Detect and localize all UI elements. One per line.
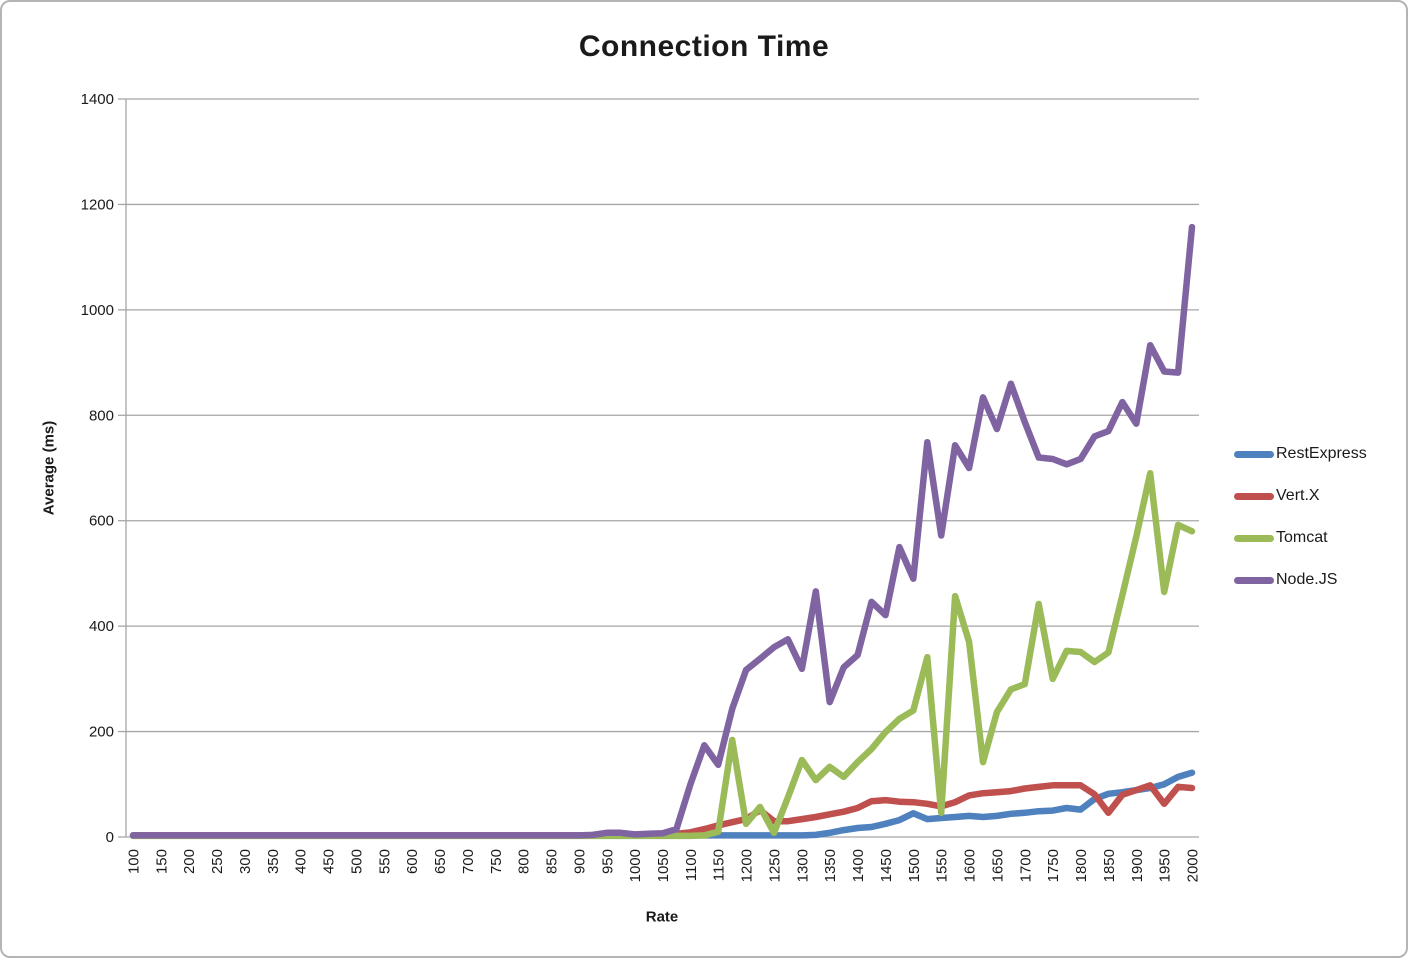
x-tick-label: 100 (125, 849, 142, 874)
y-tick-label: 800 (89, 407, 114, 424)
x-tick-label: 1950 (1157, 849, 1174, 882)
legend-swatch-Node.JS (1234, 576, 1274, 584)
x-tick-label: 1450 (878, 849, 895, 882)
x-tick-label: 250 (209, 849, 226, 874)
y-tick-label: 600 (89, 513, 114, 530)
legend-label: Vert.X (1276, 487, 1320, 504)
x-tick-label: 1750 (1045, 849, 1062, 882)
x-tick-label: 950 (599, 849, 616, 874)
x-tick-label: 1900 (1129, 849, 1146, 882)
x-tick-label: 1850 (1101, 849, 1118, 882)
series-line-Node.JS (129, 223, 1196, 839)
x-tick-label: 1250 (766, 849, 783, 882)
legend-swatch-Tomcat (1234, 534, 1274, 542)
x-tick-label: 650 (432, 849, 449, 874)
legend-label: RestExpress (1276, 445, 1367, 462)
x-tick-label: 1100 (683, 849, 700, 881)
x-tick-label: 1400 (850, 849, 867, 882)
legend-swatch-Vert.X (1234, 492, 1274, 500)
legend-item-Vert.X: Vert.X (1234, 484, 1367, 508)
legend-item-RestExpress: RestExpress (1234, 442, 1367, 466)
legend-label: Node.JS (1276, 571, 1338, 588)
y-tick-label: 200 (89, 724, 114, 741)
x-tick-label: 1050 (655, 849, 672, 882)
legend: RestExpress Vert.X Tomcat Node.JS (1234, 442, 1367, 610)
x-tick-label: 1150 (711, 849, 728, 881)
x-tick-label: 1200 (739, 849, 756, 882)
y-tick-label: 0 (106, 829, 114, 846)
x-tick-label: 150 (153, 849, 170, 874)
x-tick-label: 600 (404, 849, 421, 874)
x-tick-label: 1700 (1017, 849, 1034, 882)
legend-swatch-RestExpress (1234, 450, 1274, 458)
x-tick-label: 1600 (962, 849, 979, 882)
y-tick-label: 1400 (81, 91, 114, 108)
x-tick-label: 750 (488, 849, 505, 874)
x-tick-label: 800 (516, 849, 533, 874)
x-tick-label: 400 (293, 849, 310, 874)
x-tick-label: 1800 (1073, 849, 1090, 882)
legend-label: Tomcat (1276, 529, 1328, 546)
y-tick-label: 1200 (81, 196, 114, 213)
chart-title: Connection Time (578, 30, 830, 63)
x-tick-label: 2000 (1185, 849, 1202, 882)
x-tick-label: 1550 (934, 849, 951, 882)
x-tick-label: 1500 (906, 849, 923, 882)
legend-item-Node.JS: Node.JS (1234, 568, 1367, 592)
x-tick-label: 500 (348, 849, 365, 874)
x-tick-label: 900 (571, 849, 588, 874)
x-tick-label: 350 (265, 849, 282, 874)
x-tick-label: 300 (237, 849, 254, 874)
series-line-Tomcat (129, 470, 1196, 840)
x-tick-label: 200 (181, 849, 198, 874)
legend-item-Tomcat: Tomcat (1234, 526, 1367, 550)
x-tick-label: 1650 (989, 849, 1006, 882)
x-tick-label: 550 (376, 849, 393, 874)
x-tick-label: 1300 (794, 849, 811, 882)
x-tick-label: 700 (460, 849, 477, 874)
x-axis-title: Rate (645, 908, 679, 926)
x-tick-label: 850 (544, 849, 561, 874)
x-tick-label: 1350 (822, 849, 839, 882)
y-tick-label: 400 (89, 618, 114, 635)
series-line-RestExpress (129, 769, 1196, 839)
y-tick-label: 1000 (81, 302, 114, 319)
x-tick-label: 1000 (627, 849, 644, 882)
x-tick-label: 450 (321, 849, 338, 874)
